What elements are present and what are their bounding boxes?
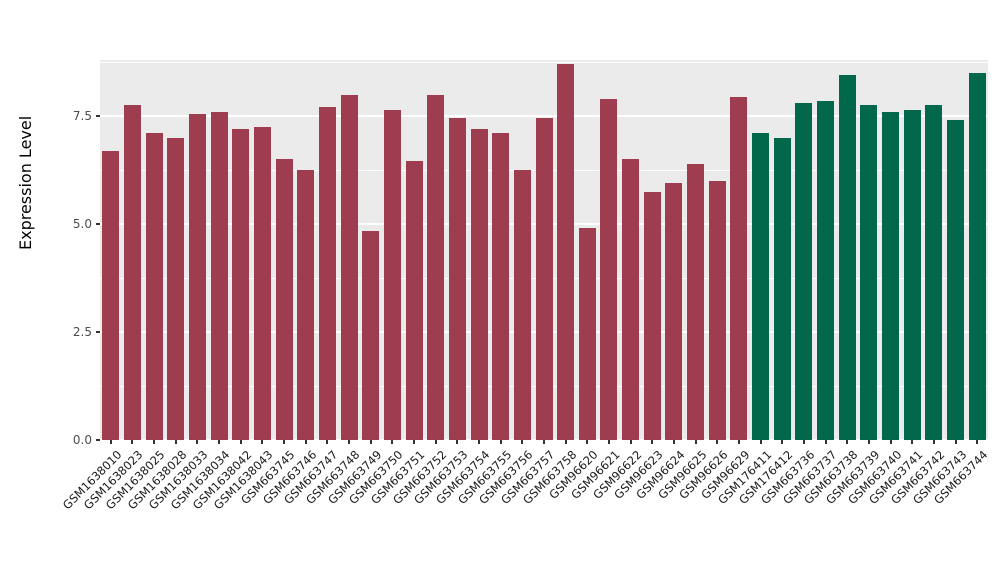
bar-GSM663758 bbox=[557, 64, 574, 440]
x-tick-mark bbox=[283, 440, 285, 444]
x-tick-mark bbox=[976, 440, 978, 444]
x-tick-mark bbox=[565, 440, 567, 444]
x-tick-mark bbox=[803, 440, 805, 444]
bar-GSM663736 bbox=[795, 103, 812, 440]
x-tick-mark bbox=[456, 440, 458, 444]
bar-GSM663745 bbox=[276, 159, 293, 440]
x-tick-mark bbox=[846, 440, 848, 444]
x-tick-mark bbox=[348, 440, 350, 444]
y-tick-mark bbox=[96, 223, 100, 226]
minor-gridline bbox=[100, 62, 988, 64]
x-tick-mark bbox=[911, 440, 913, 444]
bar-GSM96624 bbox=[665, 183, 682, 440]
y-tick-mark bbox=[96, 115, 100, 118]
x-tick-mark bbox=[651, 440, 653, 444]
bar-GSM663753 bbox=[449, 118, 466, 440]
bar-GSM96623 bbox=[644, 192, 661, 440]
bar-GSM663751 bbox=[406, 161, 423, 440]
bar-GSM96626 bbox=[709, 181, 726, 440]
x-tick-mark bbox=[261, 440, 263, 444]
x-tick-mark bbox=[543, 440, 545, 444]
bar-GSM176411 bbox=[752, 133, 769, 440]
bar-GSM663742 bbox=[925, 105, 942, 440]
bar-GSM96629 bbox=[730, 97, 747, 440]
x-tick-mark bbox=[413, 440, 415, 444]
bar-GSM96621 bbox=[600, 99, 617, 440]
bar-GSM1638010 bbox=[102, 151, 119, 440]
bar-GSM663754 bbox=[471, 129, 488, 440]
bar-GSM1638025 bbox=[146, 133, 163, 440]
x-tick-mark bbox=[500, 440, 502, 444]
bar-GSM96625 bbox=[687, 164, 704, 440]
bar-GSM663755 bbox=[492, 133, 509, 440]
x-tick-mark bbox=[586, 440, 588, 444]
x-tick-mark bbox=[890, 440, 892, 444]
x-tick-mark bbox=[760, 440, 762, 444]
x-tick-mark bbox=[305, 440, 307, 444]
bar-GSM663756 bbox=[514, 170, 531, 440]
y-tick-label: 0.0 bbox=[72, 433, 92, 447]
x-tick-mark bbox=[391, 440, 393, 444]
bar-GSM663746 bbox=[297, 170, 314, 440]
x-tick-mark bbox=[933, 440, 935, 444]
x-tick-mark bbox=[608, 440, 610, 444]
x-tick-mark bbox=[478, 440, 480, 444]
x-tick-mark bbox=[240, 440, 242, 444]
x-tick-mark bbox=[868, 440, 870, 444]
bar-GSM663737 bbox=[817, 101, 834, 440]
bar-GSM1638042 bbox=[232, 129, 249, 440]
bar-GSM96622 bbox=[622, 159, 639, 440]
x-tick-mark bbox=[326, 440, 328, 444]
x-tick-mark bbox=[218, 440, 220, 444]
bar-GSM663739 bbox=[860, 105, 877, 440]
x-tick-mark bbox=[131, 440, 133, 444]
bar-GSM663749 bbox=[362, 231, 379, 440]
x-tick-mark bbox=[521, 440, 523, 444]
bar-GSM1638023 bbox=[124, 105, 141, 440]
bar-GSM1638028 bbox=[167, 138, 184, 440]
bar-GSM663741 bbox=[904, 110, 921, 440]
y-tick-label: 2.5 bbox=[72, 325, 92, 340]
bar-GSM1638043 bbox=[254, 127, 271, 440]
y-tick-label: 7.5 bbox=[72, 109, 92, 124]
bar-GSM663748 bbox=[341, 95, 358, 440]
x-tick-mark bbox=[716, 440, 718, 444]
x-tick-mark bbox=[738, 440, 740, 444]
x-tick-mark bbox=[825, 440, 827, 444]
bar-GSM663757 bbox=[536, 118, 553, 440]
y-tick-mark bbox=[96, 439, 100, 441]
bar-GSM663752 bbox=[427, 95, 444, 440]
x-tick-mark bbox=[370, 440, 372, 444]
bar-GSM663738 bbox=[839, 75, 856, 440]
y-tick-mark bbox=[96, 331, 100, 334]
bar-GSM96620 bbox=[579, 228, 596, 440]
x-tick-mark bbox=[955, 440, 957, 444]
bar-GSM663744 bbox=[969, 73, 986, 440]
bar-GSM1638034 bbox=[211, 112, 228, 440]
bar-GSM663740 bbox=[882, 112, 899, 440]
bar-GSM176412 bbox=[774, 138, 791, 440]
x-tick-mark bbox=[630, 440, 632, 444]
x-tick-mark bbox=[673, 440, 675, 444]
x-tick-mark bbox=[153, 440, 155, 444]
x-tick-mark bbox=[175, 440, 177, 444]
x-tick-mark bbox=[695, 440, 697, 444]
x-tick-mark bbox=[196, 440, 198, 444]
y-tick-label: 5.0 bbox=[72, 217, 92, 232]
x-tick-mark bbox=[435, 440, 437, 444]
x-tick-mark bbox=[110, 440, 112, 444]
major-gridline bbox=[100, 115, 988, 118]
bar-GSM663747 bbox=[319, 107, 336, 440]
x-tick-mark bbox=[781, 440, 783, 444]
bar-GSM1638033 bbox=[189, 114, 206, 440]
bar-GSM663743 bbox=[947, 120, 964, 440]
bar-GSM663750 bbox=[384, 110, 401, 440]
